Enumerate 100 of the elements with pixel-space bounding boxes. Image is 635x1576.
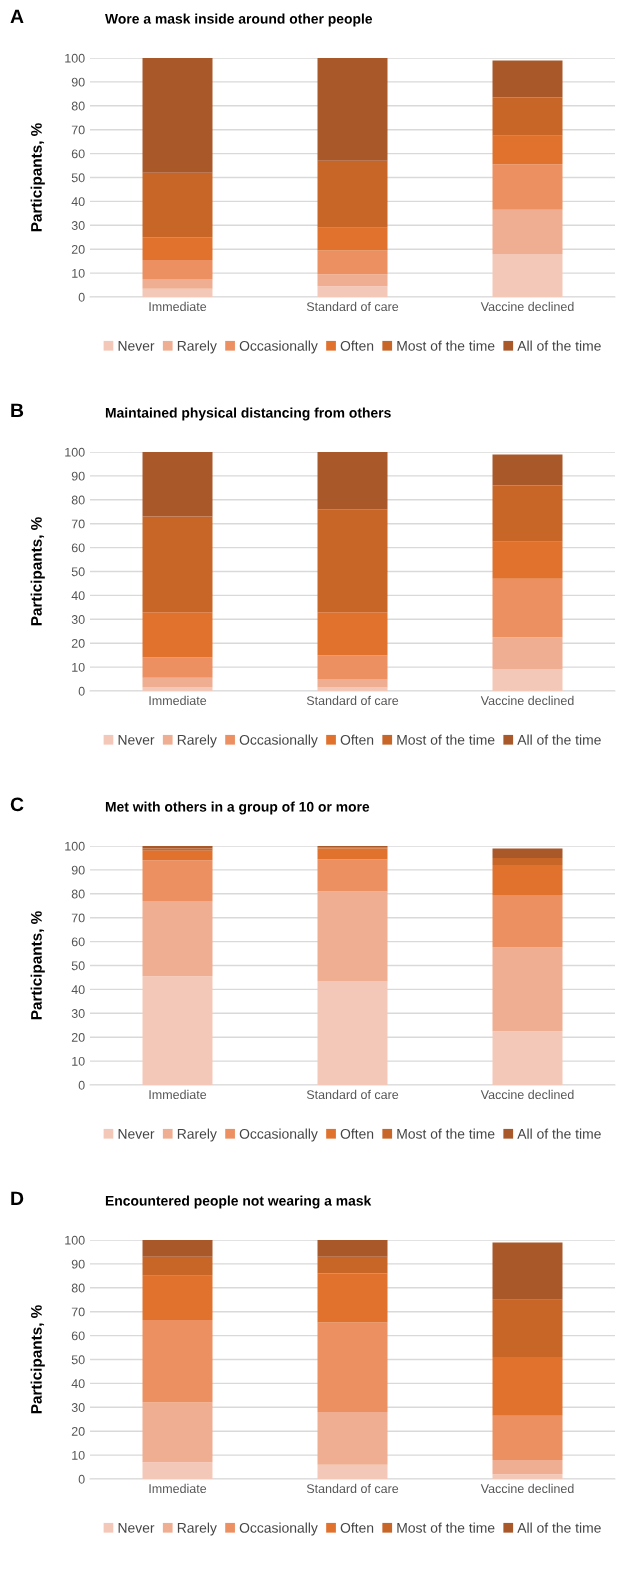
bar <box>142 677 213 688</box>
legend-label: Often <box>340 734 374 745</box>
bar <box>492 1474 563 1479</box>
bar <box>492 848 563 858</box>
legend-label: Rarely <box>177 1128 217 1142</box>
legend-label: Rarely <box>177 734 217 748</box>
bar <box>142 1240 213 1257</box>
bar <box>492 947 563 1032</box>
y-tick-label: 0 <box>78 292 85 302</box>
bar <box>317 452 388 510</box>
chart-title: Met with others in a group of 10 or more <box>105 801 370 815</box>
x-tick-label: Immediate <box>149 1089 207 1100</box>
legend-label: All of the time <box>517 734 601 745</box>
y-tick-label: 40 <box>71 591 85 601</box>
bar <box>142 237 213 260</box>
x-tick-label: Standard of care <box>306 1089 399 1100</box>
bar <box>142 657 213 678</box>
y-tick-label: 60 <box>71 1331 85 1341</box>
bar <box>492 637 563 670</box>
bar <box>317 1256 388 1274</box>
y-tick-label: 30 <box>71 615 85 624</box>
bar <box>492 253 563 297</box>
bar <box>317 1412 388 1465</box>
legend-label: Often <box>340 340 374 351</box>
y-tick-label: 20 <box>71 639 85 648</box>
text: A <box>10 9 24 24</box>
bar <box>142 288 213 297</box>
bar <box>317 687 388 691</box>
legend-label: Most of the time <box>397 1522 495 1533</box>
y-tick-label: 10 <box>72 1056 85 1066</box>
chart-title: Wore a mask inside around other people <box>105 13 373 27</box>
x-tick-label: Vaccine declined <box>480 301 574 312</box>
legend-label: Often <box>340 1522 374 1533</box>
legend-label: Never <box>118 735 155 745</box>
text: C <box>10 797 24 812</box>
bar <box>142 900 213 977</box>
y-tick-label: 30 <box>71 1403 85 1412</box>
x-tick-label: Immediate <box>149 695 207 706</box>
bar <box>492 865 563 895</box>
legend-label: All of the time <box>517 1128 601 1139</box>
y-tick-label: 20 <box>71 245 85 254</box>
bar <box>317 509 388 613</box>
bar <box>492 857 563 866</box>
bar <box>492 1357 563 1416</box>
bar <box>492 1242 563 1300</box>
y-axis-title: Participants, % <box>30 517 45 626</box>
bar <box>142 1462 213 1479</box>
bar <box>142 976 213 1085</box>
text: D <box>11 1191 24 1206</box>
bar <box>317 1322 388 1413</box>
y-tick-label: 40 <box>71 197 85 207</box>
x-tick-label: Standard of care <box>306 695 399 706</box>
bar <box>142 279 213 289</box>
chart-title: Encountered people not wearing a mask <box>105 1195 372 1209</box>
bar <box>317 612 388 656</box>
y-tick-label: 90 <box>71 865 85 875</box>
y-tick-label: 90 <box>71 471 85 481</box>
bar <box>492 1459 563 1475</box>
y-axis-title: Participants, % <box>30 911 45 1020</box>
legend-label: Never <box>118 341 155 351</box>
bar <box>317 160 388 228</box>
bar <box>317 891 388 982</box>
bar <box>317 679 388 688</box>
x-tick-label: Vaccine declined <box>480 1089 574 1100</box>
y-tick-label: 50 <box>71 173 85 183</box>
y-tick-label: 0 <box>78 1474 85 1484</box>
legend-label: Most of the time <box>397 1128 495 1139</box>
y-tick-label: 50 <box>71 1355 85 1365</box>
y-tick-label: 30 <box>71 221 85 230</box>
bar <box>317 274 388 287</box>
bar <box>492 60 563 98</box>
y-tick-label: 10 <box>72 268 85 278</box>
y-tick-label: 40 <box>71 1379 85 1389</box>
bar <box>492 97 563 136</box>
legend-label: Most of the time <box>397 340 495 351</box>
bar <box>492 669 563 691</box>
bar <box>142 860 213 901</box>
x-tick-label: Vaccine declined <box>480 1483 574 1494</box>
y-tick-label: 90 <box>71 1259 85 1269</box>
bar <box>492 454 563 486</box>
y-axis-title: Participants, % <box>30 123 45 232</box>
y-tick-label: 10 <box>72 662 85 672</box>
bar <box>317 981 388 1085</box>
bar <box>492 578 563 638</box>
bar <box>142 58 213 173</box>
bar <box>492 541 563 579</box>
bar <box>142 452 213 517</box>
y-tick-label: 100 <box>65 447 85 457</box>
y-tick-label: 80 <box>71 889 85 899</box>
x-tick-label: Standard of care <box>306 1483 399 1494</box>
x-tick-label: Vaccine declined <box>480 695 574 706</box>
bar <box>492 1299 563 1358</box>
bar <box>142 1320 213 1403</box>
text: B <box>11 403 24 418</box>
y-tick-label: 60 <box>71 937 85 947</box>
y-tick-label: 10 <box>72 1450 85 1460</box>
bar <box>317 227 388 251</box>
bar <box>142 1275 213 1321</box>
legend-label: Never <box>118 1129 155 1139</box>
bar <box>142 172 213 238</box>
